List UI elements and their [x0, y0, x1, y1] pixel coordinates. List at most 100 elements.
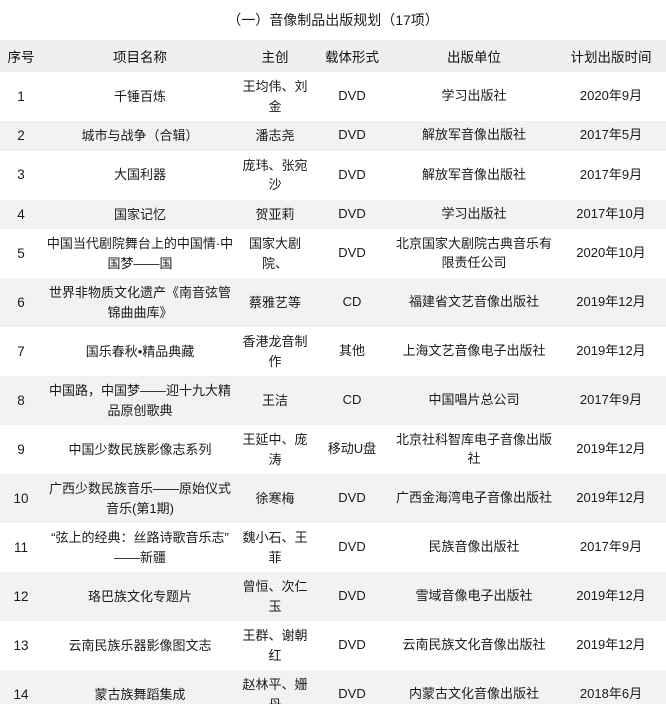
cell-plan-date: 2019年12月: [576, 343, 646, 359]
cell-plan-date: 2020年9月: [579, 88, 643, 104]
cell-media-format: 移动U盘: [327, 441, 377, 457]
cell-project-name: 城市与战争（合辑）: [81, 128, 199, 144]
table-row: 11 “弦上的经典：丝路诗歌音乐志”——新疆 魏小石、王菲 DVD 民族音像出版社 201…: [0, 523, 666, 573]
cell-media-format: CD: [342, 294, 362, 310]
cell-project-name: 中国少数民族影像志系列: [68, 441, 212, 457]
table-header-row: 序号 项目名称 主创 载体形式 出版单位 计划出版时间: [0, 40, 666, 72]
cell-publisher: 学习出版社: [441, 88, 507, 104]
cell-media-format: DVD: [338, 245, 366, 261]
cell-media-format: DVD: [338, 686, 366, 702]
cell-media-format: CD: [342, 392, 362, 408]
table-row: 7 国乐春秋•精品典藏 香港龙音制作 其他 上海文艺音像电子出版社 2019年12月: [0, 327, 666, 377]
cell-index: 11: [13, 539, 28, 555]
cell-publisher: 广西金海湾电子音像出版社: [395, 490, 552, 506]
table-row: 3 大国利器 庞玮、张宛沙 DVD 解放军音像出版社 2017年9月: [0, 150, 666, 200]
cell-plan-date: 2017年9月: [579, 539, 643, 555]
cell-creator: 蔡雅艺等: [248, 294, 301, 310]
table-row: 1 千锤百炼 王均伟、刘金 DVD 学习出版社 2020年9月: [0, 72, 666, 121]
table-header: 序号 项目名称 主创 载体形式 出版单位 计划出版时间: [0, 40, 666, 72]
cell-project-name: “弦上的经典：丝路诗歌音乐志”——新疆: [51, 530, 229, 565]
column-header-publisher: 出版单位: [392, 40, 556, 72]
table-row: 12 珞巴族文化专题片 曾恒、次仁玉 DVD 雪域音像电子出版社 2019年12月: [0, 572, 666, 622]
cell-project-name: 广西少数民族音乐——原始仪式音乐(第1期): [48, 481, 231, 516]
cell-publisher: 北京国家大剧院古典音乐有限责任公司: [395, 235, 552, 270]
cell-creator: 王均伟、刘金: [242, 79, 308, 114]
column-header-creator: 主创: [238, 40, 312, 72]
cell-publisher: 云南民族文化音像出版社: [402, 637, 546, 653]
table-row: 9 中国少数民族影像志系列 王延中、庞涛 移动U盘 北京社科智库电子音像出版社 2019年…: [0, 425, 666, 475]
cell-publisher: 北京社科智库电子音像出版社: [395, 431, 552, 466]
column-header-name: 项目名称: [42, 40, 238, 72]
cell-plan-date: 2019年12月: [576, 588, 646, 604]
publication-plan-table: 序号 项目名称 主创 载体形式 出版单位 计划出版时间 1 千锤百炼 王均伟、刘金 D…: [0, 40, 666, 704]
cell-index: 2: [17, 128, 25, 143]
cell-project-name: 千锤百炼: [113, 88, 166, 104]
cell-publisher: 内蒙古文化音像出版社: [408, 686, 539, 702]
cell-creator: 贺亚莉: [255, 206, 295, 222]
cell-project-name: 大国利器: [113, 167, 166, 183]
cell-media-format: 其他: [338, 343, 365, 359]
cell-index: 8: [17, 392, 25, 408]
cell-plan-date: 2019年12月: [576, 637, 646, 653]
cell-index: 9: [17, 441, 25, 457]
table-row: 6 世界非物质文化遗产《南音弦管锦曲曲库》 蔡雅艺等 CD 福建省文艺音像出版社 2019…: [0, 278, 666, 328]
cell-project-name: 国家记忆: [113, 206, 166, 222]
cell-creator: 魏小石、王菲: [242, 530, 308, 565]
cell-media-format: DVD: [338, 490, 366, 506]
table-body: 1 千锤百炼 王均伟、刘金 DVD 学习出版社 2020年9月 2 城市与战争（合辑） 潘志尧 D…: [0, 72, 666, 704]
cell-index: 10: [13, 490, 29, 506]
column-header-date: 计划出版时间: [556, 40, 666, 72]
page-title: （一）音像制品出版规划（17项）: [0, 0, 666, 40]
cell-plan-date: 2019年12月: [576, 441, 646, 457]
cell-plan-date: 2017年5月: [579, 127, 643, 143]
cell-plan-date: 2017年10月: [576, 205, 646, 221]
cell-index: 6: [17, 294, 25, 310]
cell-project-name: 蒙古族舞蹈集成: [94, 686, 186, 702]
cell-publisher: 解放军音像出版社: [421, 127, 526, 143]
cell-media-format: DVD: [338, 88, 366, 104]
cell-creator: 王延中、庞涛: [242, 432, 308, 467]
cell-plan-date: 2020年10月: [576, 245, 646, 261]
cell-index: 12: [13, 588, 29, 604]
cell-creator: 国家大剧院、: [248, 236, 301, 271]
cell-media-format: DVD: [338, 588, 366, 604]
cell-project-name: 中国当代剧院舞台上的中国情·中国梦——国: [46, 236, 234, 271]
table-row: 2 城市与战争（合辑） 潘志尧 DVD 解放军音像出版社 2017年5月: [0, 121, 666, 151]
table-row: 5 中国当代剧院舞台上的中国情·中国梦——国 国家大剧院、 DVD 北京国家大剧院古典音…: [0, 229, 666, 279]
cell-creator: 香港龙音制作: [242, 334, 308, 369]
cell-media-format: DVD: [338, 166, 366, 182]
cell-plan-date: 2019年12月: [576, 294, 646, 310]
column-header-media: 载体形式: [312, 40, 392, 72]
cell-publisher: 学习出版社: [441, 205, 507, 221]
cell-creator: 潘志尧: [255, 128, 295, 144]
cell-media-format: DVD: [338, 539, 366, 555]
table-row: 4 国家记忆 贺亚莉 DVD 学习出版社 2017年10月: [0, 199, 666, 230]
cell-creator: 赵林平、姗丹: [242, 677, 308, 704]
cell-index: 3: [17, 167, 25, 183]
cell-project-name: 珞巴族文化专题片: [87, 588, 192, 604]
cell-index: 13: [13, 637, 29, 653]
cell-publisher: 解放军音像出版社: [421, 166, 526, 182]
cell-media-format: DVD: [338, 205, 366, 221]
table-row: 13 云南民族乐器影像图文志 王群、谢朝红 DVD 云南民族文化音像出版社 2019年12…: [0, 621, 666, 671]
cell-project-name: 中国路，中国梦——迎十九大精品原创歌典: [48, 383, 231, 418]
cell-index: 4: [17, 206, 25, 222]
cell-plan-date: 2019年12月: [576, 490, 646, 506]
cell-creator: 曾恒、次仁玉: [242, 579, 308, 614]
cell-publisher: 上海文艺音像电子出版社: [402, 343, 546, 359]
table-row: 10 广西少数民族音乐——原始仪式音乐(第1期) 徐寒梅 DVD 广西金海湾电子音像出版…: [0, 474, 666, 524]
cell-media-format: DVD: [338, 637, 366, 653]
cell-plan-date: 2017年9月: [579, 166, 643, 182]
cell-index: 14: [13, 686, 29, 702]
cell-project-name: 世界非物质文化遗产《南音弦管锦曲曲库》: [48, 285, 231, 320]
column-header-index: 序号: [0, 40, 42, 72]
table-row: 14 蒙古族舞蹈集成 赵林平、姗丹 DVD 内蒙古文化音像出版社 2018年6月: [0, 670, 666, 704]
cell-creator: 王群、谢朝红: [242, 628, 308, 663]
cell-project-name: 国乐春秋•精品典藏: [85, 343, 195, 359]
cell-creator: 王洁: [261, 392, 288, 408]
cell-index: 5: [17, 245, 25, 261]
cell-creator: 徐寒梅: [255, 490, 295, 506]
cell-index: 1: [17, 88, 25, 104]
cell-plan-date: 2018年6月: [579, 686, 643, 702]
